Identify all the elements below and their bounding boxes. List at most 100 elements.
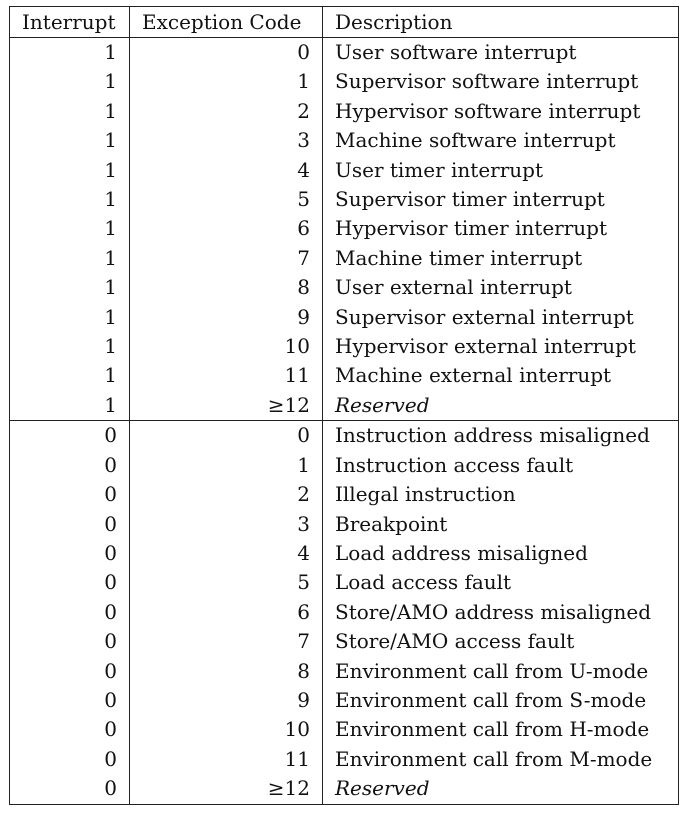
exception-code-cell: 5 [129,568,323,598]
description-cell: Breakpoint [322,509,679,539]
header-row: Interrupt Exception Code Description [9,6,679,38]
interrupt-cell: 1 [9,302,130,333]
table-row: 0 8 Environment call from U-mode [9,656,679,686]
table-row: 1 1 Supervisor software interrupt [9,67,679,97]
exception-code-cell: 4 [129,155,323,186]
interrupt-cell: 1 [9,243,130,274]
description-cell: Hypervisor external interrupt [322,332,679,362]
description-cell: User software interrupt [322,37,679,68]
description-cell: Hypervisor timer interrupt [322,214,679,244]
exception-code-cell: ≥12 [129,390,323,421]
table-row: 0 0 Instruction address misaligned [9,420,679,451]
exception-code-cell: 9 [129,685,323,716]
exception-code-cell: 9 [129,302,323,333]
table-row: 1 ≥12 Reserved [9,390,679,421]
interrupt-cell: 0 [9,685,130,716]
interrupt-cell: 1 [9,37,130,68]
table-row: 0 3 Breakpoint [9,509,679,539]
exception-code-cell: 0 [129,420,323,451]
description-cell: Instruction access fault [322,450,679,481]
interrupt-cell: 1 [9,155,130,186]
interrupt-cell: 1 [9,390,130,421]
description-cell: Supervisor software interrupt [322,67,679,97]
description-cell: Load access fault [322,568,679,598]
table-row: 1 7 Machine timer interrupt [9,243,679,274]
table-row: 0 5 Load access fault [9,568,679,598]
interrupt-cell: 1 [9,214,130,244]
exception-code-cell: 3 [129,126,323,156]
description-cell: Machine timer interrupt [322,243,679,274]
interrupt-cell: 1 [9,185,130,215]
table-row: 1 3 Machine software interrupt [9,126,679,156]
description-cell: User external interrupt [322,273,679,303]
header-exception-code: Exception Code [129,6,323,38]
exception-code-cell: 7 [129,627,323,657]
table-row: 0 ≥12 Reserved [9,774,679,805]
exception-code-cell: 3 [129,509,323,539]
interrupt-cell: 1 [9,273,130,303]
interrupt-cell: 0 [9,420,130,451]
interrupt-cell: 0 [9,509,130,539]
interrupt-cell: 1 [9,96,130,127]
table-row: 0 10 Environment call from H-mode [9,715,679,745]
exception-code-cell: 2 [129,96,323,127]
description-cell: Illegal instruction [322,480,679,510]
description-cell: Reserved [322,390,679,421]
description-cell: Environment call from M-mode [322,744,679,775]
exception-code-cell: 10 [129,332,323,362]
interrupt-cell: 0 [9,656,130,686]
description-cell: Environment call from S-mode [322,685,679,716]
exception-code-cell: 8 [129,273,323,303]
interrupt-cell: 0 [9,627,130,657]
exception-code-cell: 4 [129,538,323,569]
table-row: 1 8 User external interrupt [9,273,679,303]
description-cell: Environment call from H-mode [322,715,679,745]
description-cell: Machine software interrupt [322,126,679,156]
table-row: 1 11 Machine external interrupt [9,361,679,391]
exception-code-cell: 8 [129,656,323,686]
description-cell: Machine external interrupt [322,361,679,391]
description-cell: Store/AMO address misaligned [322,597,679,628]
exception-code-cell: 6 [129,214,323,244]
exception-code-cell: 1 [129,450,323,481]
exception-code-cell: 10 [129,715,323,745]
table-row: 0 1 Instruction access fault [9,450,679,481]
description-cell: User timer interrupt [322,155,679,186]
description-cell: Load address misaligned [322,538,679,569]
table-row: 0 9 Environment call from S-mode [9,685,679,716]
exception-code-cell: 2 [129,480,323,510]
table-row: 1 9 Supervisor external interrupt [9,302,679,333]
header-description: Description [322,6,679,38]
interrupt-cell: 1 [9,361,130,391]
exception-code-cell: 11 [129,361,323,391]
table-row: 1 0 User software interrupt [9,37,679,68]
description-cell: Reserved [322,774,679,805]
exception-code-cell: 0 [129,37,323,68]
description-cell: Supervisor timer interrupt [322,185,679,215]
table-body: 1 0 User software interrupt 1 1 Supervisor so… [9,37,679,805]
description-cell: Hypervisor software interrupt [322,96,679,127]
description-cell: Supervisor external interrupt [322,302,679,333]
table-row: 1 10 Hypervisor external interrupt [9,332,679,362]
table-row: 0 2 Illegal instruction [9,480,679,510]
table-row: 0 6 Store/AMO address misaligned [9,597,679,628]
interrupt-cell: 0 [9,744,130,775]
table-row: 0 11 Environment call from M-mode [9,744,679,775]
interrupt-cell: 0 [9,715,130,745]
table-row: 1 4 User timer interrupt [9,155,679,186]
table-row: 0 4 Load address misaligned [9,538,679,569]
interrupt-cell: 0 [9,538,130,569]
exception-code-cell: 1 [129,67,323,97]
exception-code-cell: 5 [129,185,323,215]
description-cell: Instruction address misaligned [322,420,679,451]
interrupt-cell: 1 [9,67,130,97]
exception-code-cell: ≥12 [129,774,323,805]
table-row: 1 5 Supervisor timer interrupt [9,185,679,215]
table-row: 1 2 Hypervisor software interrupt [9,96,679,127]
interrupt-cell: 1 [9,332,130,362]
interrupt-cell: 0 [9,774,130,805]
interrupt-cell: 0 [9,568,130,598]
description-cell: Store/AMO access fault [322,627,679,657]
exception-code-cell: 11 [129,744,323,775]
